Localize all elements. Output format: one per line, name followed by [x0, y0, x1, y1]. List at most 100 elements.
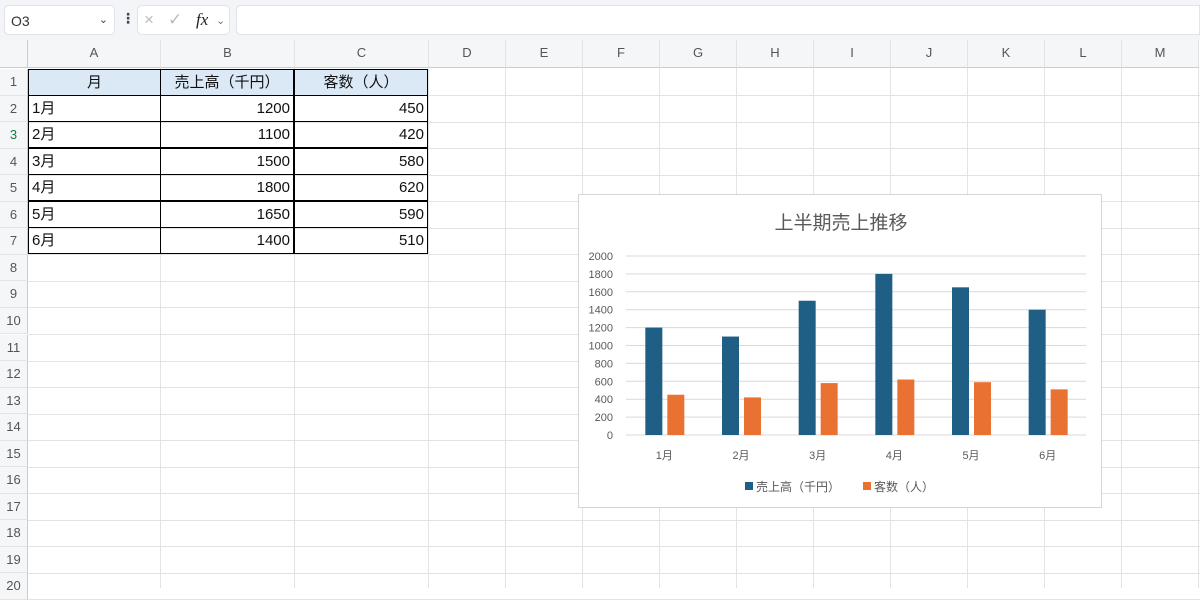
row-header-3[interactable]: 3: [0, 122, 28, 149]
formula-bar: O3 ⌄ ⋮ × ✓ fx ⌄: [0, 0, 1200, 40]
table-header-cell[interactable]: 月: [28, 69, 161, 96]
y-tick-label: 200: [595, 412, 613, 424]
bar-sales-5[interactable]: [952, 287, 969, 435]
x-tick-label: 4月: [886, 450, 903, 462]
bar-sales-3[interactable]: [798, 300, 816, 435]
table-cell[interactable]: 3月: [28, 147, 161, 175]
table-cell[interactable]: 1100: [160, 121, 294, 149]
bar-sales-1[interactable]: [645, 327, 663, 435]
legend-swatch: [745, 482, 753, 490]
chart-title: 上半期売上推移: [774, 212, 907, 234]
name-box[interactable]: O3 ⌄: [4, 5, 115, 35]
row-header-12[interactable]: 12: [0, 361, 28, 388]
row-header-4[interactable]: 4: [0, 148, 28, 176]
row-header-18[interactable]: 18: [0, 520, 28, 547]
bar-sales-6[interactable]: [1028, 309, 1046, 435]
chevron-down-icon[interactable]: ⌄: [216, 15, 226, 27]
table-cell[interactable]: 1500: [160, 147, 294, 175]
table-header-cell[interactable]: 客数（人）: [294, 69, 428, 96]
table-cell[interactable]: 6月: [28, 227, 161, 255]
table-cell[interactable]: 4月: [28, 174, 161, 202]
name-box-value: O3: [11, 13, 30, 29]
row-header-14[interactable]: 14: [0, 414, 28, 441]
y-tick-label: 1200: [589, 323, 613, 335]
table-cell[interactable]: 1200: [160, 94, 294, 122]
column-header-M[interactable]: M: [1122, 40, 1199, 68]
row-header-7[interactable]: 7: [0, 228, 28, 255]
formula-input[interactable]: [236, 5, 1200, 35]
y-tick-label: 1000: [589, 341, 613, 353]
row-header-19[interactable]: 19: [0, 546, 28, 574]
chart[interactable]: 上半期売上推移 0 200 400 600 800 1000 1200 1400 1600 1800…: [578, 194, 1102, 508]
gridline: [28, 174, 1200, 176]
y-tick-label: 400: [595, 394, 613, 406]
y-tick-label: 1600: [589, 287, 613, 299]
row-header-13[interactable]: 13: [0, 387, 28, 415]
enter-icon[interactable]: ✓: [168, 10, 183, 29]
column-header-I[interactable]: I: [814, 40, 891, 68]
column-header-D[interactable]: D: [429, 40, 506, 68]
more-icon[interactable]: ⋮: [121, 10, 135, 26]
table-cell[interactable]: 510: [294, 227, 428, 255]
y-tick-label: 1400: [589, 305, 613, 317]
column-header-B[interactable]: B: [161, 40, 295, 68]
row-header-11[interactable]: 11: [0, 334, 28, 362]
gridline: [28, 572, 1200, 574]
gridline: [1121, 68, 1122, 588]
column-header-L[interactable]: L: [1045, 40, 1122, 68]
column-header-E[interactable]: E: [506, 40, 583, 68]
column-header-A[interactable]: A: [28, 40, 161, 68]
column-header-K[interactable]: K: [968, 40, 1045, 68]
chevron-down-icon[interactable]: ⌄: [98, 14, 108, 26]
bar-customers-6[interactable]: [1050, 389, 1068, 435]
gridline: [505, 68, 506, 588]
row-header-10[interactable]: 10: [0, 307, 28, 335]
table-cell[interactable]: 2月: [28, 121, 161, 149]
table-cell[interactable]: 450: [294, 94, 428, 122]
table-cell[interactable]: 1650: [160, 200, 294, 228]
row-header-8[interactable]: 8: [0, 254, 28, 282]
column-header-G[interactable]: G: [660, 40, 737, 68]
legend-label: 客数（人）: [874, 479, 934, 494]
column-header-F[interactable]: F: [583, 40, 660, 68]
bar-customers-2[interactable]: [744, 397, 761, 435]
table-cell[interactable]: 590: [294, 200, 428, 228]
gridline: [28, 148, 1200, 150]
gridline: [28, 519, 1200, 521]
row-header-2[interactable]: 2: [0, 95, 28, 123]
row-header-5[interactable]: 5: [0, 175, 28, 202]
column-header-J[interactable]: J: [891, 40, 968, 68]
bar-customers-4[interactable]: [897, 379, 915, 435]
column-header-H[interactable]: H: [737, 40, 814, 68]
bar-customers-1[interactable]: [667, 394, 685, 435]
row-header-17[interactable]: 17: [0, 493, 28, 521]
table-cell[interactable]: 5月: [28, 200, 161, 228]
bar-sales-4[interactable]: [875, 273, 893, 435]
select-all-corner[interactable]: [0, 40, 28, 68]
bar-customers-3[interactable]: [820, 383, 838, 435]
table-cell[interactable]: 1800: [160, 174, 294, 202]
row-header-15[interactable]: 15: [0, 440, 28, 468]
y-tick-label: 0: [607, 430, 613, 442]
gridline: [28, 95, 1200, 96]
table-cell[interactable]: 420: [294, 121, 428, 149]
column-header-C[interactable]: C: [295, 40, 429, 68]
bar-sales-2[interactable]: [722, 336, 739, 435]
table-cell[interactable]: 580: [294, 147, 428, 175]
bar-customers-5[interactable]: [974, 382, 991, 435]
table-cell[interactable]: 1400: [160, 227, 294, 255]
table-cell[interactable]: 620: [294, 174, 428, 202]
row-header-6[interactable]: 6: [0, 201, 28, 229]
row-header-1[interactable]: 1: [0, 69, 28, 96]
insert-function-icon[interactable]: fx: [196, 10, 209, 29]
row-header-9[interactable]: 9: [0, 281, 28, 308]
gridline: [28, 121, 1200, 123]
x-tick-label: 6月: [1039, 450, 1056, 462]
table-cell[interactable]: 1月: [28, 94, 161, 122]
row-header-20[interactable]: 20: [0, 573, 28, 600]
x-tick-label: 3月: [809, 450, 826, 462]
cancel-icon[interactable]: ×: [144, 10, 154, 29]
row-header-16[interactable]: 16: [0, 467, 28, 494]
table-header-cell[interactable]: 売上高（千円）: [160, 69, 294, 96]
gridline: [1198, 68, 1199, 588]
